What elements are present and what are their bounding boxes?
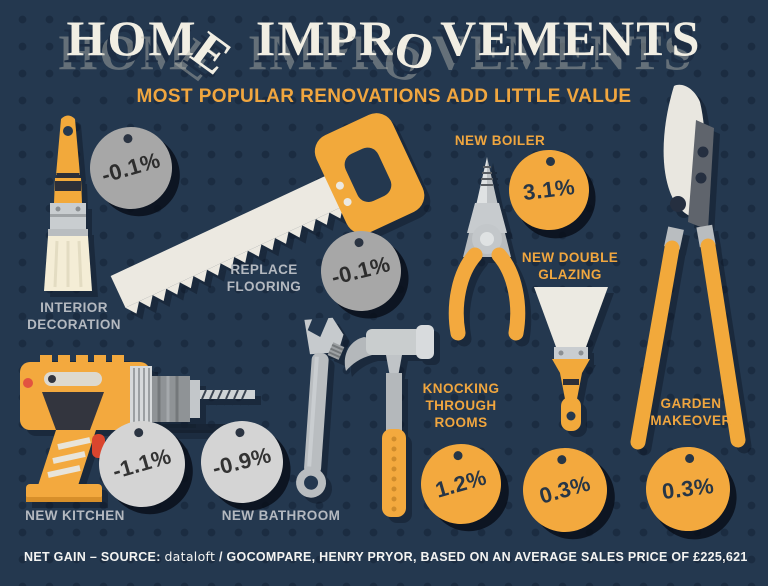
tag-value: -0.1% [328,251,393,290]
tag-hole [545,156,556,167]
handsaw-icon [110,113,425,314]
tag-hole [133,427,144,438]
power-drill-icon [20,355,255,502]
tag-hole [684,453,695,464]
tag-value: 3.1% [521,173,577,206]
tag-hole [354,237,364,248]
label-knocking-through-rooms: KNOCKING THROUGH ROOMS [422,381,500,430]
paintbrush-icon [44,115,92,291]
label-new-kitchen: NEW KITCHEN [25,508,125,523]
page-title: HOME IMPROVEMENTS [66,10,702,87]
tag-new-double-glazing: 0.3% [518,443,612,537]
tag-garden-makeover: 0.3% [643,444,733,534]
source-note: NET GAIN – SOURCE: dataloft / GOCOMPARE,… [24,549,764,564]
hammer-icon [344,325,434,517]
tag-hole [235,427,245,438]
tag-hole [556,454,567,465]
label-new-bathroom: NEW BATHROOM [221,508,341,523]
tag-value: 1.2% [432,464,490,503]
source-name: dataloft [164,549,216,564]
tag-value: 0.3% [660,472,716,505]
adjustable-wrench-icon [296,317,345,498]
page-subtitle: MOST POPULAR RENOVATIONS ADD LITTLE VALU… [136,86,632,107]
label-replace-flooring: REPLACE FLOORING [226,262,302,294]
pliers-icon [448,157,526,341]
tag-value: -0.9% [209,442,274,481]
label-new-double-glazing: NEW DOUBLE GLAZING [521,250,619,282]
source-note-prefix: NET GAIN – SOURCE: [24,550,165,564]
putty-knife-icon [534,287,608,431]
tag-value: -1.1% [109,443,175,484]
label-interior-decoration: INTERIOR DECORATION [27,300,121,332]
tag-value: 0.3% [536,470,594,509]
label-garden-makeover: GARDEN MAKEOVER [650,396,732,428]
label-new-boiler: NEW BOILER [454,133,546,148]
tag-hole [453,450,463,461]
source-note-suffix: / GOCOMPARE, HENRY PRYOR, BASED ON AN AV… [215,550,748,564]
loppers-icon [630,84,746,450]
